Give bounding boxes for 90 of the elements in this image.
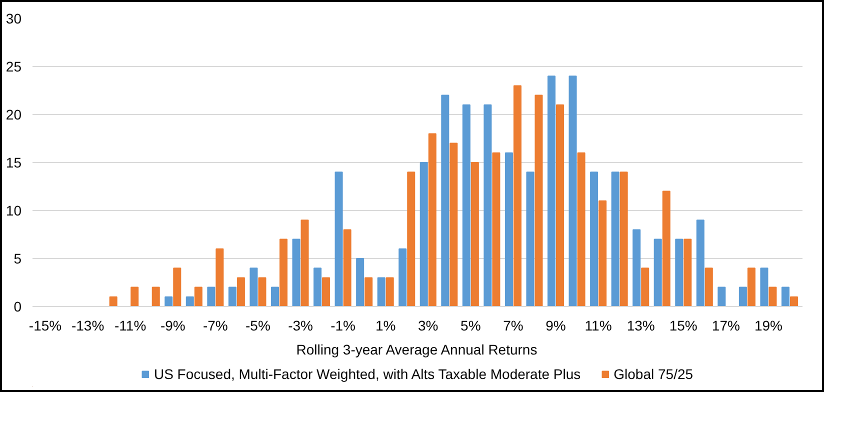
bar [109, 296, 118, 306]
bar [611, 172, 620, 306]
y-tick-label: 25 [6, 58, 22, 74]
y-tick-label: 0 [14, 298, 22, 314]
bar [407, 172, 416, 306]
bar [250, 268, 258, 306]
bar [386, 277, 394, 306]
y-tick-label: 30 [6, 10, 22, 26]
bar [577, 152, 586, 306]
y-tick-label: 10 [6, 202, 22, 218]
bar [675, 238, 684, 306]
bar [526, 172, 534, 306]
bar [654, 238, 662, 306]
bar [556, 104, 564, 306]
bar [620, 172, 628, 306]
bar [194, 286, 202, 306]
x-tick-label: 15% [669, 318, 698, 334]
bar [292, 238, 300, 306]
bar [314, 268, 322, 306]
bar [760, 268, 768, 306]
legend-label: Global 75/25 [614, 366, 694, 382]
bar [228, 286, 236, 306]
bar [590, 172, 598, 306]
bar [398, 248, 407, 306]
bar [641, 268, 650, 306]
bar [216, 248, 224, 306]
bar [334, 172, 343, 306]
bar [364, 277, 373, 306]
bar [441, 94, 450, 306]
bar [322, 277, 330, 306]
bar [696, 220, 704, 306]
y-tick-label: 20 [6, 106, 22, 122]
bar [632, 229, 641, 306]
bar [420, 162, 428, 306]
x-tick-label: 3% [418, 318, 438, 334]
x-tick-label: 17% [712, 318, 740, 334]
x-tick-label: 1% [375, 318, 396, 334]
bar [781, 286, 790, 306]
bar [270, 286, 279, 306]
bar [300, 220, 309, 306]
x-tick-label: -5% [246, 318, 270, 334]
bar [236, 277, 245, 306]
bar [450, 142, 458, 306]
x-tick-label: -1% [330, 318, 356, 334]
bar [152, 286, 160, 306]
x-tick-label: 5% [460, 318, 481, 334]
x-tick-label: 7% [503, 318, 524, 334]
y-tick-label: 15 [6, 154, 22, 170]
bar [662, 190, 670, 306]
bar [470, 162, 479, 306]
bar [790, 296, 798, 306]
bar [462, 104, 470, 306]
x-tick-label: -15% [28, 318, 62, 334]
x-tick-label: -3% [288, 318, 313, 334]
x-tick-label: 9% [546, 318, 566, 334]
x-tick-label: 13% [626, 318, 655, 334]
bar [356, 258, 364, 306]
y-tick-label: 5 [14, 250, 22, 266]
bar [428, 133, 436, 306]
x-tick-label: -13% [71, 318, 104, 334]
bar [513, 85, 522, 306]
x-tick-label: -9% [160, 318, 186, 334]
bar [258, 277, 266, 306]
bar [768, 286, 777, 306]
bar [504, 152, 513, 306]
bar [738, 286, 747, 306]
bar [534, 94, 543, 306]
bar [747, 268, 756, 306]
legend-label: US Focused, Multi-Factor Weighted, with Alts Taxable Moderate Plus [154, 366, 581, 382]
bar [186, 296, 194, 306]
bar [598, 200, 607, 306]
bar [718, 286, 726, 306]
bar [343, 229, 352, 306]
x-tick-label: 11% [584, 318, 612, 334]
bar [207, 286, 216, 306]
bar [279, 238, 288, 306]
bar [492, 152, 500, 306]
bar [377, 277, 386, 306]
bar [130, 286, 139, 306]
bar [684, 238, 692, 306]
bar [164, 296, 173, 306]
x-axis-title: Rolling 3-year Average Annual Returns [296, 342, 538, 358]
bar [704, 268, 713, 306]
bar [568, 76, 577, 306]
x-tick-label: -11% [114, 318, 146, 334]
x-tick-label: -7% [202, 318, 228, 334]
bar [547, 76, 556, 306]
x-tick-label: 19% [754, 318, 782, 334]
bar [484, 104, 492, 306]
bar [173, 268, 182, 306]
